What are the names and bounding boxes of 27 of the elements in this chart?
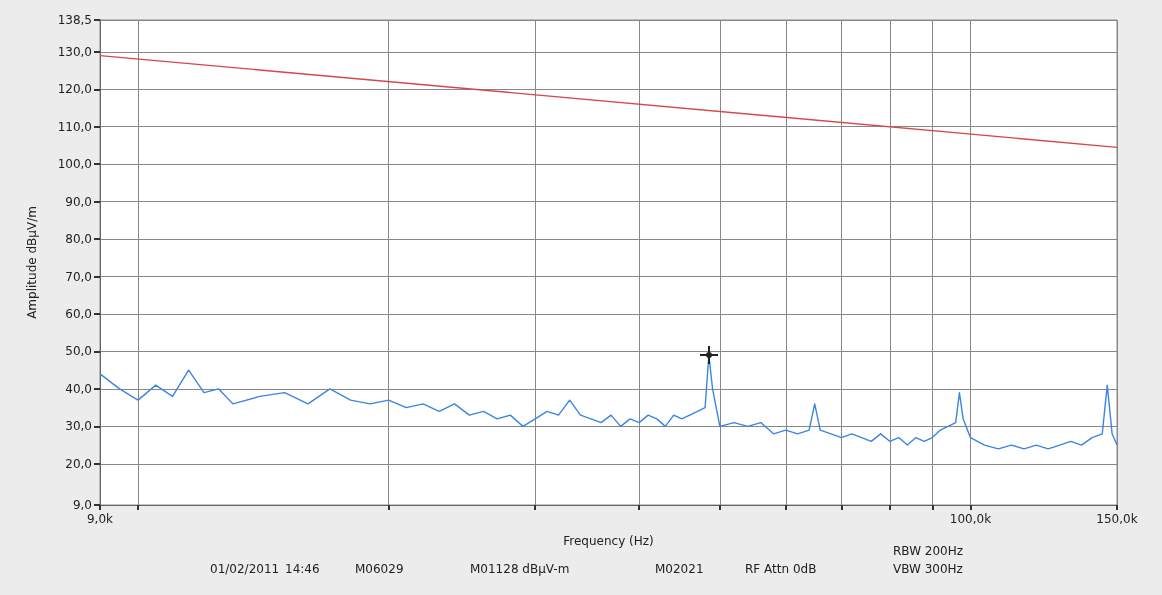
text: RF Attn 0dB xyxy=(745,562,817,576)
x-tick-label: 100,0k xyxy=(949,512,992,526)
text: M02021 xyxy=(655,562,704,576)
y-tick-label: 60,0 xyxy=(65,307,92,321)
y-tick-label: 110,0 xyxy=(57,119,92,134)
y-tick-label: 9,0 xyxy=(72,498,92,512)
y-tick-label: 120,0 xyxy=(57,82,92,97)
text: RBW 200Hz xyxy=(893,544,964,558)
text: VBW 300Hz xyxy=(893,562,963,576)
y-tick-label: 130,0 xyxy=(57,44,92,59)
y-tick-label: 100,0 xyxy=(57,157,92,172)
y-tick-label: 70,0 xyxy=(65,269,92,284)
text: 14:46 xyxy=(285,562,320,576)
y-tick-label: 80,0 xyxy=(65,232,92,247)
x-tick-label: 150,0k xyxy=(1096,512,1138,526)
y-tick-label: 40,0 xyxy=(65,381,92,396)
y-tick-label: 30,0 xyxy=(65,419,92,434)
y-tick-label: 90,0 xyxy=(65,194,92,209)
x-tick-label: 9,0k xyxy=(86,512,114,526)
y-tick-label: 50,0 xyxy=(65,344,92,359)
y-tick-label: 138,5 xyxy=(57,13,92,27)
y-tick-label: 20,0 xyxy=(65,456,92,471)
x-axis-title: Frequency (Hz) xyxy=(563,534,654,548)
text: M01128 dBµV-m xyxy=(470,562,570,576)
text: M06029 xyxy=(355,562,404,576)
y-axis-title: Amplitude dBµV/m xyxy=(25,206,39,319)
text: 01/02/2011 xyxy=(210,562,280,576)
